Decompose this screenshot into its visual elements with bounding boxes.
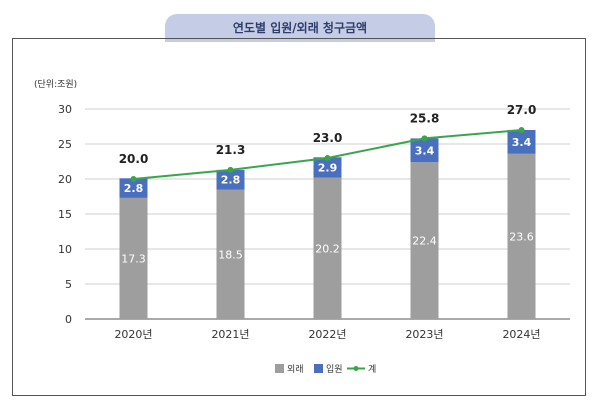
bar-outpatient: [410, 162, 439, 319]
bar-inpatient: [313, 157, 342, 178]
data-label-inpatient: 2.8: [124, 182, 144, 195]
y-tick-label: 15: [58, 208, 72, 221]
bar-inpatient: [119, 178, 148, 198]
data-label-total: 25.8: [410, 111, 440, 125]
chart-frame: [12, 38, 586, 396]
chart-title: 연도별 입원/외래 청구금액: [165, 14, 435, 42]
bar-outpatient: [216, 189, 245, 319]
data-label-outpatient: 22.4: [412, 235, 437, 248]
bar-outpatient: [119, 197, 148, 319]
data-label-total: 23.0: [313, 131, 343, 145]
y-tick-label: 30: [58, 103, 72, 116]
point-total: [227, 166, 234, 173]
point-total: [518, 127, 525, 133]
data-label-inpatient: 2.8: [221, 174, 241, 187]
x-tick-label: 2021년: [211, 328, 249, 341]
legend-marker-total: [353, 366, 359, 371]
bar-inpatient: [507, 130, 536, 154]
bar-outpatient: [313, 177, 342, 319]
data-label-outpatient: 17.3: [121, 252, 146, 265]
bar-inpatient: [216, 169, 245, 190]
data-label-outpatient: 23.6: [509, 230, 534, 243]
y-tick-label: 20: [58, 173, 72, 186]
data-label-inpatient: 3.4: [415, 144, 435, 157]
data-label-outpatient: 18.5: [218, 248, 243, 261]
data-label-total: 21.3: [216, 143, 246, 157]
point-total: [130, 176, 137, 182]
y-tick-label: 10: [58, 243, 72, 256]
legend-label-total: 계: [368, 363, 376, 375]
y-tick-label: 25: [58, 138, 72, 151]
legend-label-inpatient: 입원: [326, 363, 343, 375]
point-total: [421, 135, 428, 142]
x-tick-label: 2022년: [308, 328, 346, 341]
bar-inpatient: [410, 138, 439, 163]
point-total: [324, 155, 331, 161]
x-tick-label: 2024년: [502, 328, 540, 341]
unit-label: (단위:조원): [34, 79, 77, 90]
legend-label-outpatient: 외래: [287, 363, 304, 375]
data-label-inpatient: 2.9: [318, 161, 338, 174]
data-label-inpatient: 3.4: [512, 136, 532, 149]
legend-swatch-outpatient: [275, 364, 284, 373]
data-label-outpatient: 20.2: [315, 242, 340, 255]
x-tick-label: 2020년: [114, 328, 152, 341]
x-tick-label: 2023년: [405, 328, 443, 341]
y-tick-label: 0: [65, 313, 72, 326]
data-label-total: 27.0: [507, 103, 537, 117]
legend-swatch-inpatient: [314, 364, 323, 373]
bar-outpatient: [507, 153, 536, 319]
y-tick-label: 5: [65, 278, 72, 291]
data-label-total: 20.0: [119, 152, 149, 166]
